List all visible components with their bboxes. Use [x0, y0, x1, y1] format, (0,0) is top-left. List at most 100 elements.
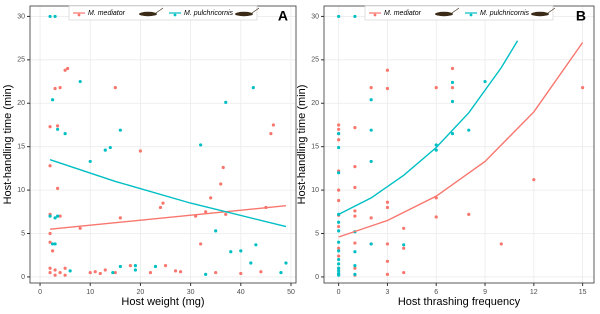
fit-line [338, 42, 584, 238]
point [199, 143, 203, 147]
point [353, 14, 357, 19]
point [88, 159, 92, 164]
legend-swatch-point [173, 13, 177, 17]
point [58, 86, 62, 90]
point [337, 198, 341, 203]
x-axis-title: Host thrashing frequency [398, 296, 521, 308]
panel-label: B [576, 8, 586, 24]
point [337, 220, 341, 224]
point [53, 268, 57, 272]
point [279, 270, 283, 275]
point [53, 14, 57, 19]
point [63, 132, 67, 136]
x-tick-label: 0 [38, 289, 42, 296]
point [239, 249, 243, 253]
point [133, 264, 137, 268]
point [214, 229, 218, 233]
point [53, 216, 57, 220]
point [224, 100, 228, 104]
point [63, 68, 67, 72]
x-tick-label: 3 [385, 289, 389, 296]
panel-label: A [278, 8, 288, 24]
point [50, 249, 55, 253]
point [450, 66, 455, 71]
point [385, 68, 390, 72]
y-tick-label: 0 [21, 274, 25, 281]
y-axis-title: Host-handling time (min) [296, 85, 308, 205]
point [214, 270, 218, 275]
legend-icon-antenna [251, 7, 260, 14]
point [199, 242, 203, 246]
point [483, 79, 487, 84]
point [385, 259, 390, 263]
fit-line [49, 159, 287, 228]
point [63, 273, 67, 277]
point [434, 86, 438, 90]
point [434, 215, 438, 219]
point [50, 242, 55, 246]
point [93, 270, 97, 274]
point [337, 123, 341, 127]
x-tick-label: 15 [579, 289, 587, 296]
point [48, 164, 52, 168]
point [337, 132, 341, 136]
point [58, 270, 62, 275]
y-tick-label: 5 [21, 230, 25, 237]
point [78, 226, 82, 230]
x-axis-title: Host weight (mg) [121, 296, 204, 308]
y-tick-label: 20 [311, 100, 319, 107]
point [48, 214, 52, 218]
legend-icon [435, 11, 453, 17]
y-tick-label: 15 [17, 144, 25, 151]
legend-swatch-point [469, 13, 473, 17]
point [113, 270, 117, 275]
point [204, 272, 208, 276]
y-tick-label: 0 [315, 274, 319, 281]
legend-label: M. mediator [384, 10, 422, 17]
point [337, 138, 341, 142]
point [133, 268, 137, 272]
legend-box [68, 5, 258, 21]
point [53, 242, 57, 246]
plot-area [30, 6, 296, 283]
point [385, 200, 390, 204]
point [50, 98, 55, 102]
point [118, 216, 122, 220]
point [369, 98, 373, 102]
point [337, 229, 341, 233]
point [385, 205, 390, 210]
point [353, 185, 357, 190]
legend-swatch-point [373, 13, 377, 17]
point [219, 182, 223, 186]
point [158, 205, 163, 210]
y-tick-label: 25 [311, 57, 319, 64]
point [385, 242, 390, 246]
point [337, 257, 341, 262]
point [337, 145, 341, 150]
point [56, 124, 60, 128]
point [56, 127, 60, 131]
point [369, 242, 373, 246]
point [254, 243, 258, 247]
point [353, 250, 357, 254]
point [53, 273, 57, 277]
point [48, 231, 52, 236]
point [467, 128, 471, 132]
point [337, 273, 341, 277]
point [113, 86, 117, 90]
point [58, 214, 62, 218]
point [98, 271, 102, 276]
point [163, 264, 168, 268]
y-tick-label: 10 [17, 187, 25, 194]
point [353, 264, 357, 268]
point [402, 243, 406, 247]
point [161, 201, 165, 205]
y-tick-label: 10 [311, 187, 319, 194]
point [118, 264, 122, 269]
point [337, 127, 341, 131]
point [450, 99, 455, 104]
point [353, 266, 357, 270]
point [111, 270, 115, 275]
legend-swatch-point [77, 13, 81, 17]
